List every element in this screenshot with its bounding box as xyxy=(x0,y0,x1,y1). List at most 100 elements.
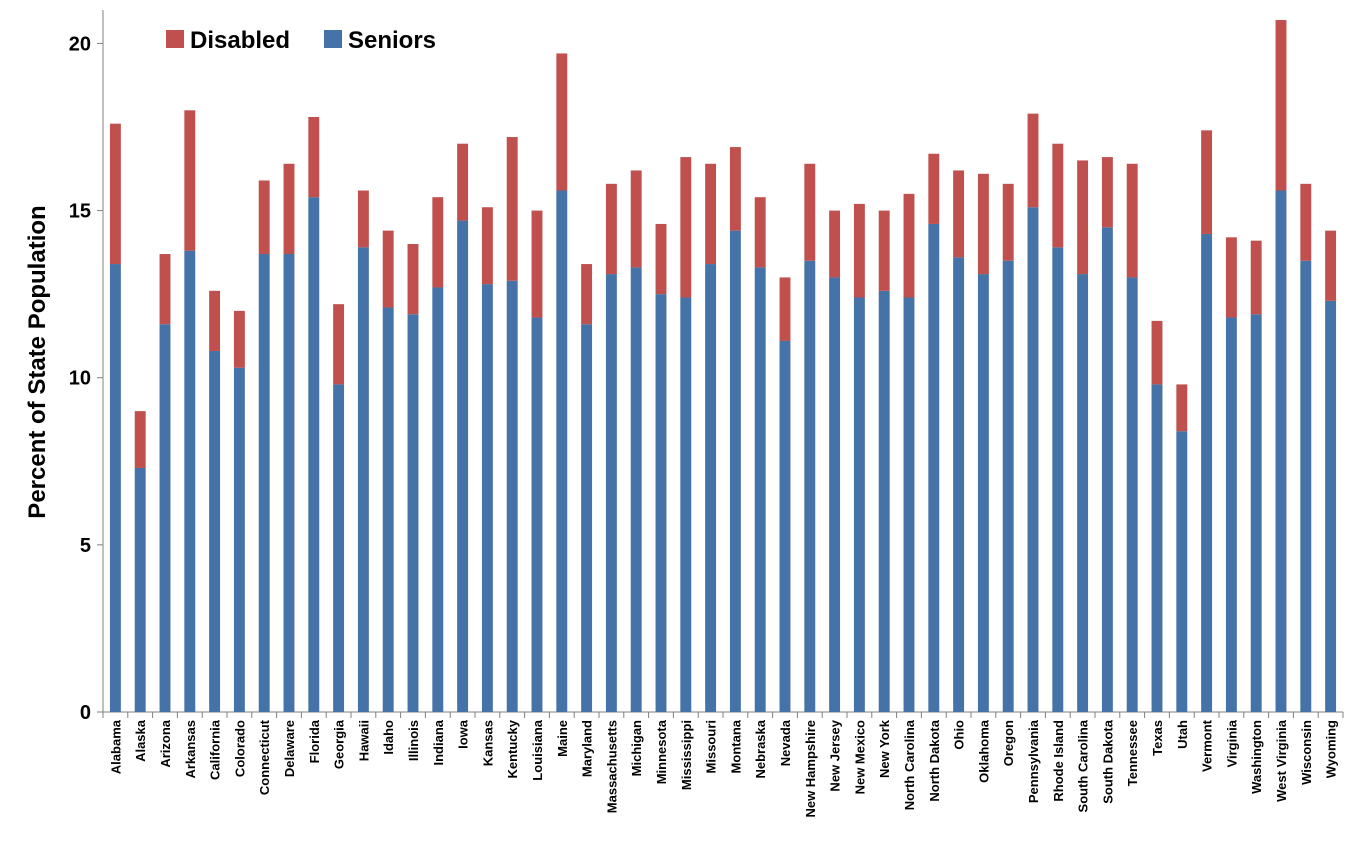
bar-seniors xyxy=(1275,190,1287,712)
bar-disabled xyxy=(1151,320,1163,385)
x-tick-label: New Mexico xyxy=(852,720,867,794)
bar-disabled xyxy=(457,143,469,221)
bar-disabled xyxy=(1325,230,1337,301)
bar-seniors xyxy=(308,197,320,712)
bar-seniors xyxy=(109,264,121,712)
bar-seniors xyxy=(209,350,221,712)
bar-disabled xyxy=(581,264,593,325)
x-tick-label: Kansas xyxy=(480,720,495,766)
bar-seniors xyxy=(531,317,543,712)
bar-seniors xyxy=(853,297,865,712)
bar-disabled xyxy=(605,183,617,275)
x-tick-label: Tennessee xyxy=(1125,720,1140,786)
x-tick-label: Nebraska xyxy=(753,719,768,778)
y-tick-label: 5 xyxy=(80,535,91,557)
bar-seniors xyxy=(953,257,965,712)
bar-disabled xyxy=(407,244,419,315)
x-tick-label: Minnesota xyxy=(654,719,669,784)
x-tick-label: Maine xyxy=(555,720,570,757)
x-tick-label: West Virginia xyxy=(1274,719,1289,802)
bar-disabled xyxy=(804,163,816,261)
x-tick-label: Rhode Island xyxy=(1051,720,1066,802)
x-tick-label: Colorado xyxy=(232,720,247,777)
bar-disabled xyxy=(209,290,221,351)
bar-seniors xyxy=(581,324,593,712)
x-tick-label: Iowa xyxy=(456,719,471,749)
bar-disabled xyxy=(1176,384,1188,432)
x-tick-label: Virginia xyxy=(1224,719,1239,767)
bar-disabled xyxy=(333,304,345,385)
legend-swatch-disabled xyxy=(166,30,184,48)
y-tick-label: 20 xyxy=(69,33,91,55)
bar-seniors xyxy=(1225,317,1237,712)
bar-disabled xyxy=(233,310,245,368)
bar-disabled xyxy=(903,193,915,298)
x-tick-label: New York xyxy=(877,719,892,778)
bar-seniors xyxy=(779,340,791,712)
x-tick-label: Nevada xyxy=(778,719,793,766)
bar-seniors xyxy=(283,254,295,712)
x-tick-label: Montana xyxy=(728,719,743,773)
x-tick-label: North Carolina xyxy=(902,719,917,810)
x-tick-label: Texas xyxy=(1150,720,1165,756)
bar-seniors xyxy=(134,467,146,712)
bar-seniors xyxy=(457,220,469,712)
y-tick-label: 15 xyxy=(69,201,91,223)
x-tick-label: Delaware xyxy=(282,720,297,777)
x-tick-label: Wyoming xyxy=(1324,720,1339,778)
bar-seniors xyxy=(878,290,890,712)
bar-disabled xyxy=(283,163,295,255)
bar-disabled xyxy=(705,163,717,265)
bar-seniors xyxy=(903,297,915,712)
y-ticks: 0 5 10 15 20 xyxy=(69,33,1344,724)
bar-seniors xyxy=(680,297,692,712)
x-tick-label: Massachusetts xyxy=(604,720,619,813)
y-tick-label: 10 xyxy=(69,368,91,390)
x-tick-label: Mississippi xyxy=(679,720,694,790)
bar-seniors xyxy=(928,223,940,712)
x-tick-label: Wisconsin xyxy=(1299,720,1314,785)
bar-seniors xyxy=(1176,431,1188,712)
bar-seniors xyxy=(1101,227,1113,713)
bar-seniors xyxy=(655,294,667,712)
bar-disabled xyxy=(109,123,121,265)
x-tick-label: Florida xyxy=(307,719,322,763)
bar-seniors xyxy=(977,274,989,712)
bar-disabled xyxy=(1052,143,1064,248)
x-tick-label: South Dakota xyxy=(1100,719,1115,804)
bar-disabled xyxy=(382,230,394,308)
x-tick-label: Alaska xyxy=(133,719,148,762)
legend-swatch-seniors xyxy=(324,30,342,48)
x-tick-label: Alabama xyxy=(108,719,123,774)
legend-label-disabled: Disabled xyxy=(190,27,290,54)
x-tick-label: Pennsylvania xyxy=(1026,719,1041,803)
bar-seniors xyxy=(407,314,419,712)
bar-disabled xyxy=(953,170,965,258)
bar-seniors xyxy=(1250,314,1262,712)
bar-seniors xyxy=(333,384,345,712)
x-tick-label: Louisiana xyxy=(530,719,545,780)
bar-disabled xyxy=(1201,130,1213,234)
bar-disabled xyxy=(754,197,766,268)
bar-seniors xyxy=(804,260,816,712)
bar-seniors xyxy=(729,230,741,712)
bar-disabled xyxy=(481,207,493,285)
x-tick-label: Indiana xyxy=(431,719,446,765)
x-tick-label: California xyxy=(208,719,223,780)
bar-seniors xyxy=(829,277,841,712)
x-tick-label: Arizona xyxy=(158,719,173,767)
x-tick-label: Kentucky xyxy=(505,719,520,778)
bar-seniors xyxy=(556,190,568,712)
x-tick-label: New Jersey xyxy=(828,719,843,791)
bar-disabled xyxy=(630,170,642,268)
bar-disabled xyxy=(258,180,270,255)
bar-seniors xyxy=(1151,384,1163,712)
bar-disabled xyxy=(680,157,692,298)
x-tick-label: Oklahoma xyxy=(976,719,991,783)
bar-disabled xyxy=(134,411,146,468)
x-tick-label: Oregon xyxy=(1001,720,1016,766)
x-tick-label: Michigan xyxy=(629,720,644,776)
x-tick-label: Hawaii xyxy=(356,720,371,761)
bar-seniors xyxy=(1002,260,1014,712)
